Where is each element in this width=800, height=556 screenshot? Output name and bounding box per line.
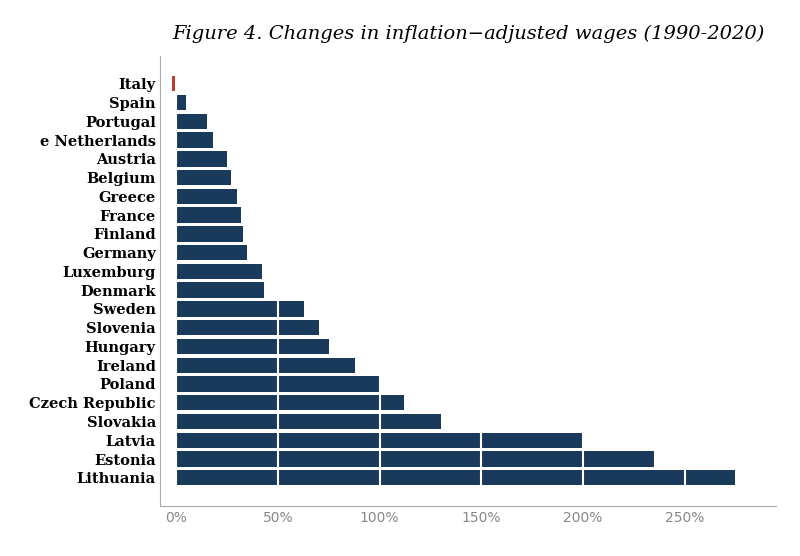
Bar — [176, 132, 213, 148]
Bar — [176, 113, 206, 129]
Bar — [176, 339, 329, 354]
Bar — [176, 358, 355, 373]
Bar — [176, 301, 304, 316]
Bar — [176, 207, 242, 223]
Bar — [176, 95, 186, 110]
Bar — [176, 226, 243, 241]
Bar — [176, 188, 238, 204]
Bar — [176, 414, 441, 429]
Bar — [176, 470, 735, 485]
Bar — [176, 320, 318, 335]
Bar — [176, 395, 404, 410]
Bar — [176, 376, 379, 391]
Bar — [176, 245, 247, 260]
Bar — [176, 170, 231, 185]
Bar — [176, 433, 583, 448]
Bar — [172, 76, 176, 91]
Bar — [176, 451, 654, 466]
Bar — [176, 264, 262, 279]
Bar — [176, 151, 227, 166]
Bar — [176, 282, 264, 298]
Title: Figure 4. Changes in inflation−adjusted wages (1990-2020): Figure 4. Changes in inflation−adjusted … — [172, 24, 764, 43]
